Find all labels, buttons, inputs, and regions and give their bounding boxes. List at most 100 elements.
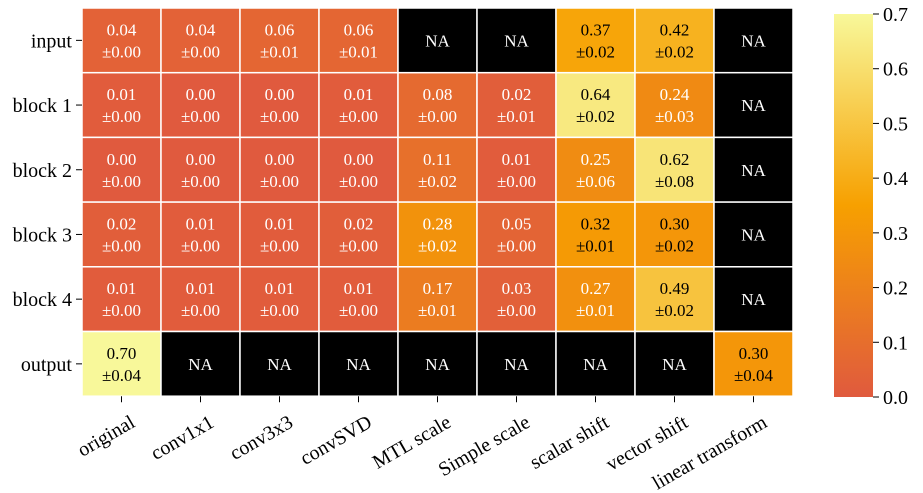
cell-value-label: 0.70 <box>107 344 137 363</box>
cell-value-label: NA <box>741 225 766 244</box>
cell-error-label: ±0.00 <box>181 236 220 255</box>
cell-rect <box>555 7 636 74</box>
cell-rect <box>476 71 557 139</box>
cell-value-label: NA <box>583 355 608 374</box>
heatmap-cell: NA <box>713 201 794 268</box>
cell-error-label: ±0.02 <box>655 236 694 255</box>
cell-error-label: ±0.00 <box>181 301 220 320</box>
cell-value-label: 0.02 <box>502 85 532 104</box>
cell-value-label: 0.00 <box>186 85 216 104</box>
y-tick-label: block 2 <box>13 160 72 182</box>
heatmap-cell: 0.01 ±0.00 <box>318 266 399 333</box>
cell-value-label: 0.01 <box>186 214 216 233</box>
cell-value-label: NA <box>741 31 766 50</box>
y-tick-label: block 1 <box>13 95 72 117</box>
cell-error-label: ±0.04 <box>734 366 774 385</box>
y-tick-label: output <box>21 354 73 376</box>
cell-rect <box>239 71 320 139</box>
heatmap-cell: 0.06 ±0.01 <box>239 7 320 74</box>
heatmap-cell: 0.01 ±0.00 <box>318 71 399 139</box>
cell-error-label: ±0.00 <box>260 236 299 255</box>
cell-rect <box>239 7 320 74</box>
cell-error-label: ±0.00 <box>260 301 299 320</box>
cell-value-label: 0.62 <box>660 150 690 169</box>
heatmap-cell: NA <box>713 7 794 74</box>
cell-rect <box>81 266 162 333</box>
cell-rect <box>318 136 399 203</box>
cell-rect <box>397 266 478 333</box>
cell-rect <box>81 71 162 139</box>
cell-rect <box>239 266 320 333</box>
cell-value-label: 0.32 <box>581 214 611 233</box>
colorbar-tick-label: 0.2 <box>883 278 908 300</box>
heatmap-cell: 0.06 ±0.01 <box>318 7 399 74</box>
cell-error-label: ±0.06 <box>576 172 615 191</box>
heatmap-cell: NA <box>397 330 478 397</box>
cell-value-label: 0.03 <box>502 279 532 298</box>
cell-error-label: ±0.03 <box>655 107 694 126</box>
heatmap-cell: 0.11 ±0.02 <box>397 136 478 203</box>
cell-value-label: 0.04 <box>107 20 137 39</box>
heatmap-cell: 0.00 ±0.00 <box>81 136 162 203</box>
y-tick-label: input <box>31 30 73 52</box>
cell-value-label: 0.30 <box>739 344 769 363</box>
cell-value-label: 0.49 <box>660 279 690 298</box>
x-tick-label: conv1x1 <box>147 411 218 464</box>
colorbar-tick-label: 0.0 <box>883 387 908 409</box>
cell-rect <box>239 201 320 268</box>
heatmap-cell: 0.00 ±0.00 <box>239 136 320 203</box>
cell-rect <box>713 330 794 397</box>
y-tick-label: block 3 <box>13 224 72 246</box>
heatmap-cell: 0.64 ±0.02 <box>555 71 636 139</box>
cell-error-label: ±0.00 <box>497 172 536 191</box>
heatmap-cell: NA <box>713 71 794 139</box>
heatmap-cell: NA <box>397 7 478 74</box>
cell-value-label: 0.06 <box>344 20 374 39</box>
cell-error-label: ±0.02 <box>576 42 615 61</box>
cell-rect <box>318 266 399 333</box>
cell-error-label: ±0.00 <box>181 172 220 191</box>
cell-error-label: ±0.08 <box>655 172 694 191</box>
cell-value-label: 0.01 <box>344 279 374 298</box>
cell-value-label: 0.00 <box>344 150 374 169</box>
heatmap-cell: NA <box>160 330 241 397</box>
cell-rect <box>397 7 478 74</box>
cell-rect <box>634 266 715 333</box>
heatmap-cell: 0.02 ±0.00 <box>81 201 162 268</box>
heatmap-cell: 0.05 ±0.00 <box>476 201 557 268</box>
heatmap-cell: NA <box>318 330 399 397</box>
cell-error-label: ±0.01 <box>576 301 615 320</box>
cell-value-label: 0.01 <box>107 85 137 104</box>
cell-value-label: NA <box>188 355 213 374</box>
heatmap-cell: 0.42 ±0.02 <box>634 7 715 74</box>
cell-rect <box>476 136 557 203</box>
heatmap-cell: 0.30 ±0.04 <box>713 330 794 397</box>
cell-rect <box>318 7 399 74</box>
heatmap-cell: 0.37 ±0.02 <box>555 7 636 74</box>
cell-error-label: ±0.00 <box>339 301 378 320</box>
x-tick-label: conv3x3 <box>226 411 297 464</box>
heatmap-cell: 0.28 ±0.02 <box>397 201 478 268</box>
heatmap-cell: NA <box>713 266 794 333</box>
heatmap-cell: 0.70 ±0.04 <box>81 330 162 397</box>
cell-value-label: 0.25 <box>581 150 611 169</box>
cell-error-label: ±0.00 <box>339 236 378 255</box>
cell-rect <box>239 136 320 203</box>
heatmap-cell: 0.49 ±0.02 <box>634 266 715 333</box>
cell-value-label: 0.42 <box>660 20 690 39</box>
cell-error-label: ±0.00 <box>102 172 141 191</box>
heatmap-cell: 0.00 ±0.00 <box>318 136 399 203</box>
heatmap-cells: 0.04 ±0.00 0.04 ±0.00 0.06 ±0.01 0.06 ±0.01 NA NA… <box>81 7 794 397</box>
heatmap-cell: NA <box>476 7 557 74</box>
cell-value-label: 0.64 <box>581 85 611 104</box>
cell-rect <box>160 266 241 333</box>
y-axis: input block 1 block 2 block 3 block 4 output <box>13 30 82 376</box>
colorbar-tick-label: 0.7 <box>883 4 908 26</box>
cell-rect <box>555 136 636 203</box>
cell-rect <box>81 7 162 74</box>
cell-error-label: ±0.00 <box>260 172 299 191</box>
cell-rect <box>81 330 162 397</box>
x-tick-label: scalar shift <box>526 411 613 474</box>
